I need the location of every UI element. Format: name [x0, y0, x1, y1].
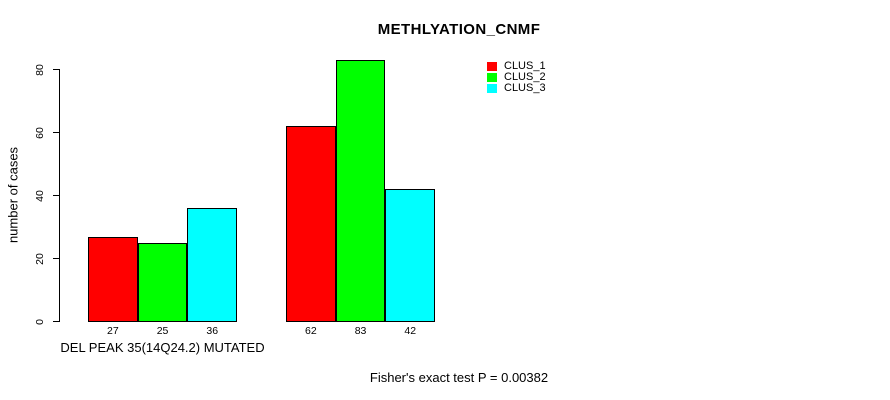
y-tick-label-60: 60: [34, 126, 46, 139]
bar-clus_1-group1: [88, 236, 138, 323]
y-tick-label-0: 0: [34, 318, 46, 325]
bar-clus_2-group1: [137, 242, 188, 323]
bar-clus_3-group2: [385, 189, 436, 323]
bar-value-clus_3-group1: 36: [206, 325, 219, 337]
bar-value-clus_2-group2: 83: [354, 325, 367, 337]
legend-item-clus_2: CLUS_2: [487, 71, 546, 83]
legend-item-clus_3: CLUS_3: [487, 82, 546, 94]
bar-clus_1-group2: [286, 126, 336, 323]
bar-clus_3-group1: [187, 208, 238, 323]
bar-value-clus_3-group2: 42: [404, 325, 417, 337]
bar-value-clus_1-group1: 27: [107, 325, 119, 337]
y-tick-0: [53, 321, 60, 322]
bar-clus_2-group2: [335, 60, 386, 323]
chart-title: METHLYATION_CNMF: [377, 21, 541, 38]
legend-swatch-clus_2: [487, 72, 497, 82]
bar-value-clus_1-group2: 62: [305, 325, 317, 337]
legend-label-clus_3: CLUS_3: [504, 82, 546, 94]
legend-swatch-clus_1: [487, 61, 497, 71]
legend-label-clus_2: CLUS_2: [504, 71, 546, 83]
y-tick-label-20: 20: [34, 252, 46, 265]
legend-label-clus_1: CLUS_1: [504, 60, 546, 72]
y-tick-20: [53, 258, 60, 260]
y-tick-60: [53, 132, 60, 134]
legend-item-clus_1: CLUS_1: [487, 60, 546, 72]
y-tick-40: [53, 195, 60, 197]
y-axis-label: number of cases: [5, 146, 21, 244]
fisher-test-annotation: Fisher's exact test P = 0.00382: [369, 370, 549, 385]
y-tick-label-80: 80: [34, 63, 46, 76]
legend-swatch-clus_3: [487, 83, 497, 93]
y-tick-80: [53, 69, 60, 71]
legend: CLUS_1 CLUS_2 CLUS_3: [487, 60, 546, 94]
x-axis-group-label: DEL PEAK 35(14Q24.2) MUTATED: [60, 340, 265, 355]
y-tick-label-40: 40: [34, 189, 46, 202]
bar-value-clus_2-group1: 25: [156, 325, 169, 337]
